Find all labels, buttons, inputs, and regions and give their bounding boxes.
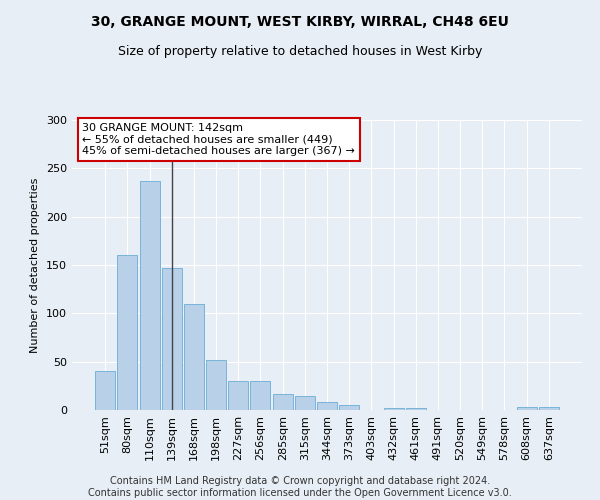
Text: 30 GRANGE MOUNT: 142sqm
← 55% of detached houses are smaller (449)
45% of semi-d: 30 GRANGE MOUNT: 142sqm ← 55% of detache… <box>82 123 355 156</box>
Bar <box>250 381 271 410</box>
Bar <box>339 405 359 410</box>
Bar <box>162 268 182 410</box>
Bar <box>206 360 226 410</box>
Bar <box>184 304 204 410</box>
Bar <box>272 394 293 410</box>
Bar <box>539 407 559 410</box>
Bar <box>295 396 315 410</box>
Bar <box>383 408 404 410</box>
Bar <box>517 407 536 410</box>
Bar <box>140 181 160 410</box>
Text: Contains HM Land Registry data © Crown copyright and database right 2024.
Contai: Contains HM Land Registry data © Crown c… <box>88 476 512 498</box>
Bar <box>95 372 115 410</box>
Y-axis label: Number of detached properties: Number of detached properties <box>31 178 40 352</box>
Bar <box>406 408 426 410</box>
Bar <box>118 256 137 410</box>
Text: Size of property relative to detached houses in West Kirby: Size of property relative to detached ho… <box>118 45 482 58</box>
Text: 30, GRANGE MOUNT, WEST KIRBY, WIRRAL, CH48 6EU: 30, GRANGE MOUNT, WEST KIRBY, WIRRAL, CH… <box>91 15 509 29</box>
Bar <box>317 402 337 410</box>
Bar <box>228 381 248 410</box>
